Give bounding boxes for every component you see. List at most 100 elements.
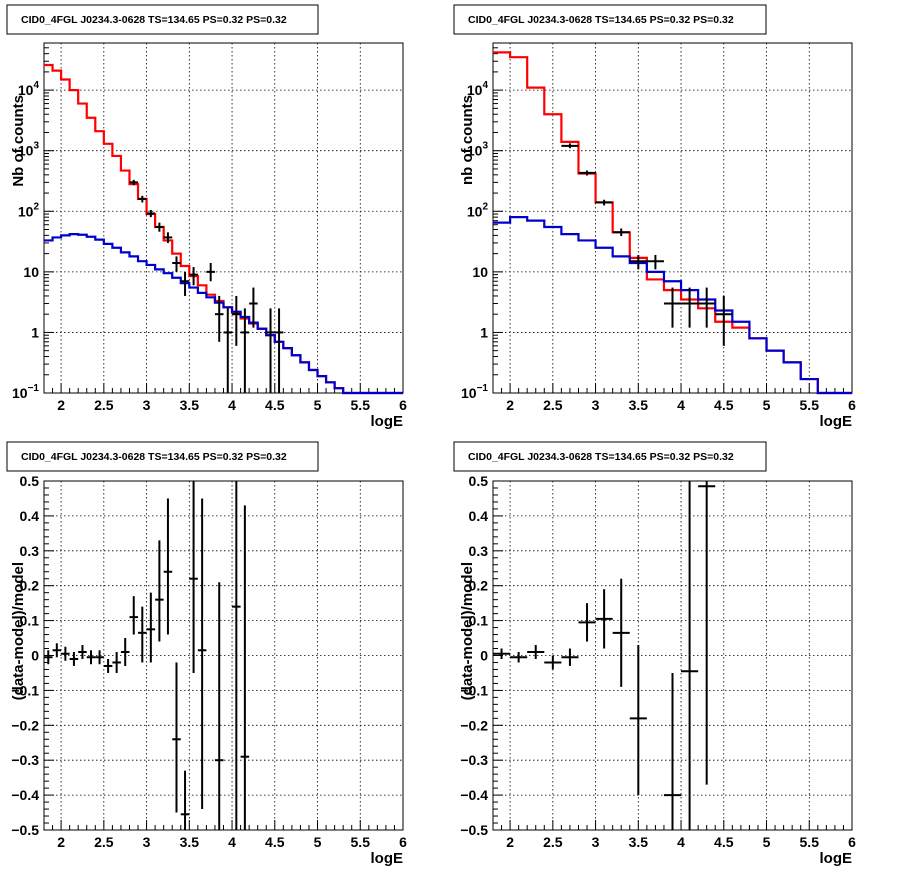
- x-tick-label: 2: [506, 397, 514, 413]
- series-line-blue: [493, 216, 852, 395]
- residual-point: [138, 606, 147, 663]
- data-point: [612, 228, 630, 237]
- residual-point: [544, 655, 562, 670]
- y-tick-label: 102: [467, 201, 489, 219]
- y-tick-label: −0.1: [460, 682, 488, 698]
- plot-frame: [43, 42, 404, 394]
- data-point: [172, 256, 181, 272]
- residual-point: [493, 648, 511, 659]
- x-tick-label: 3: [143, 397, 151, 413]
- residual-point: [232, 481, 241, 830]
- residual-point: [214, 582, 224, 830]
- x-tick-label: 2.5: [543, 397, 563, 413]
- y-tick-label: 0: [480, 648, 488, 664]
- x-tick-label: 4.5: [714, 397, 734, 413]
- x-tick-label: 6: [848, 397, 856, 413]
- x-axis-label: logE: [820, 413, 853, 430]
- x-tick-label: 3.5: [629, 834, 649, 850]
- series-line-blue: [44, 233, 403, 395]
- residual-point: [180, 770, 190, 830]
- data-point: [129, 179, 139, 186]
- data-point: [189, 267, 198, 286]
- y-axis-label: (data-model)/model: [10, 562, 27, 700]
- y-tick-label: 0.2: [469, 578, 489, 594]
- chart-title: CID0_4FGL J0234.3-0628 TS=134.65 PS=0.32…: [21, 451, 287, 463]
- x-tick-label: 6: [848, 834, 856, 850]
- x-tick-label: 4: [677, 834, 685, 850]
- data-point: [206, 263, 215, 282]
- data-point: [266, 308, 275, 393]
- residual-point: [240, 505, 250, 830]
- y-tick-label: 0.1: [469, 613, 489, 629]
- data-point: [578, 170, 596, 176]
- residual-point: [629, 645, 647, 796]
- residual-point: [197, 498, 207, 810]
- series-line-red: [44, 63, 403, 395]
- x-tick-label: 5: [314, 397, 322, 413]
- x-tick-label: 2: [57, 834, 65, 850]
- y-axis-label: nb of counts: [459, 95, 476, 185]
- series-line-red: [493, 51, 852, 395]
- data-point: [663, 287, 682, 328]
- data-point: [698, 287, 716, 328]
- x-tick-label: 2.5: [543, 834, 563, 850]
- residual-point: [527, 645, 545, 659]
- residual-point: [681, 481, 699, 830]
- y-tick-label: −0.4: [11, 787, 39, 803]
- y-tick-label: 10−1: [12, 383, 39, 401]
- x-tick-label: 3.5: [180, 834, 200, 850]
- data-point: [163, 232, 173, 243]
- residual-point: [78, 645, 87, 659]
- residual-point: [86, 650, 96, 665]
- x-tick-label: 2: [57, 397, 65, 413]
- x-tick-label: 4.5: [265, 834, 285, 850]
- data-point: [561, 143, 579, 149]
- residual-point: [103, 658, 113, 673]
- residual-point: [578, 603, 596, 642]
- y-tick-label: 10: [472, 264, 488, 280]
- y-tick-label: 0.2: [20, 578, 40, 594]
- x-tick-label: 5: [763, 834, 771, 850]
- data-point: [146, 209, 156, 218]
- residual-point: [172, 662, 181, 813]
- residual-point: [146, 592, 156, 663]
- title-box: [6, 4, 319, 35]
- x-tick-label: 5.5: [351, 397, 371, 413]
- x-axis-label: logE: [371, 413, 404, 430]
- x-tick-label: 2.5: [94, 834, 114, 850]
- x-tick-label: 4: [228, 834, 236, 850]
- title-box: [6, 441, 319, 472]
- chart-panel-4: CID0_4FGL J0234.3-0628 TS=134.65 PS=0.32…: [453, 441, 856, 867]
- y-tick-label: −0.2: [11, 717, 39, 733]
- residual-point: [61, 646, 70, 661]
- y-tick-label: −0.3: [460, 752, 488, 768]
- residual-point: [69, 652, 79, 666]
- y-tick-label: −0.4: [460, 787, 488, 803]
- data-point: [240, 308, 250, 393]
- y-tick-label: 1: [31, 324, 39, 340]
- residual-point: [595, 589, 613, 649]
- y-tick-label: 0.5: [20, 473, 40, 489]
- plot-frame: [492, 42, 853, 394]
- y-tick-label: −0.2: [460, 717, 488, 733]
- x-tick-label: 4.5: [265, 397, 285, 413]
- x-tick-label: 3: [592, 834, 600, 850]
- data-point: [223, 308, 233, 393]
- data-point: [629, 254, 647, 270]
- data-point: [155, 222, 164, 232]
- x-tick-label: 2.5: [94, 397, 114, 413]
- y-tick-label: 0.4: [20, 508, 40, 524]
- y-tick-label: 0.3: [20, 543, 40, 559]
- x-tick-label: 3: [592, 397, 600, 413]
- residual-point: [163, 498, 173, 635]
- y-tick-label: −0.1: [11, 682, 39, 698]
- y-axis-label: (data-model)/model: [459, 562, 476, 700]
- x-tick-label: 5: [314, 834, 322, 850]
- data-point: [681, 287, 699, 328]
- residual-point: [561, 648, 579, 666]
- residual-point: [510, 652, 528, 663]
- y-tick-label: −0.5: [460, 822, 488, 838]
- title-box: [453, 441, 767, 472]
- chart-title: CID0_4FGL J0234.3-0628 TS=134.65 PS=0.32…: [468, 14, 734, 26]
